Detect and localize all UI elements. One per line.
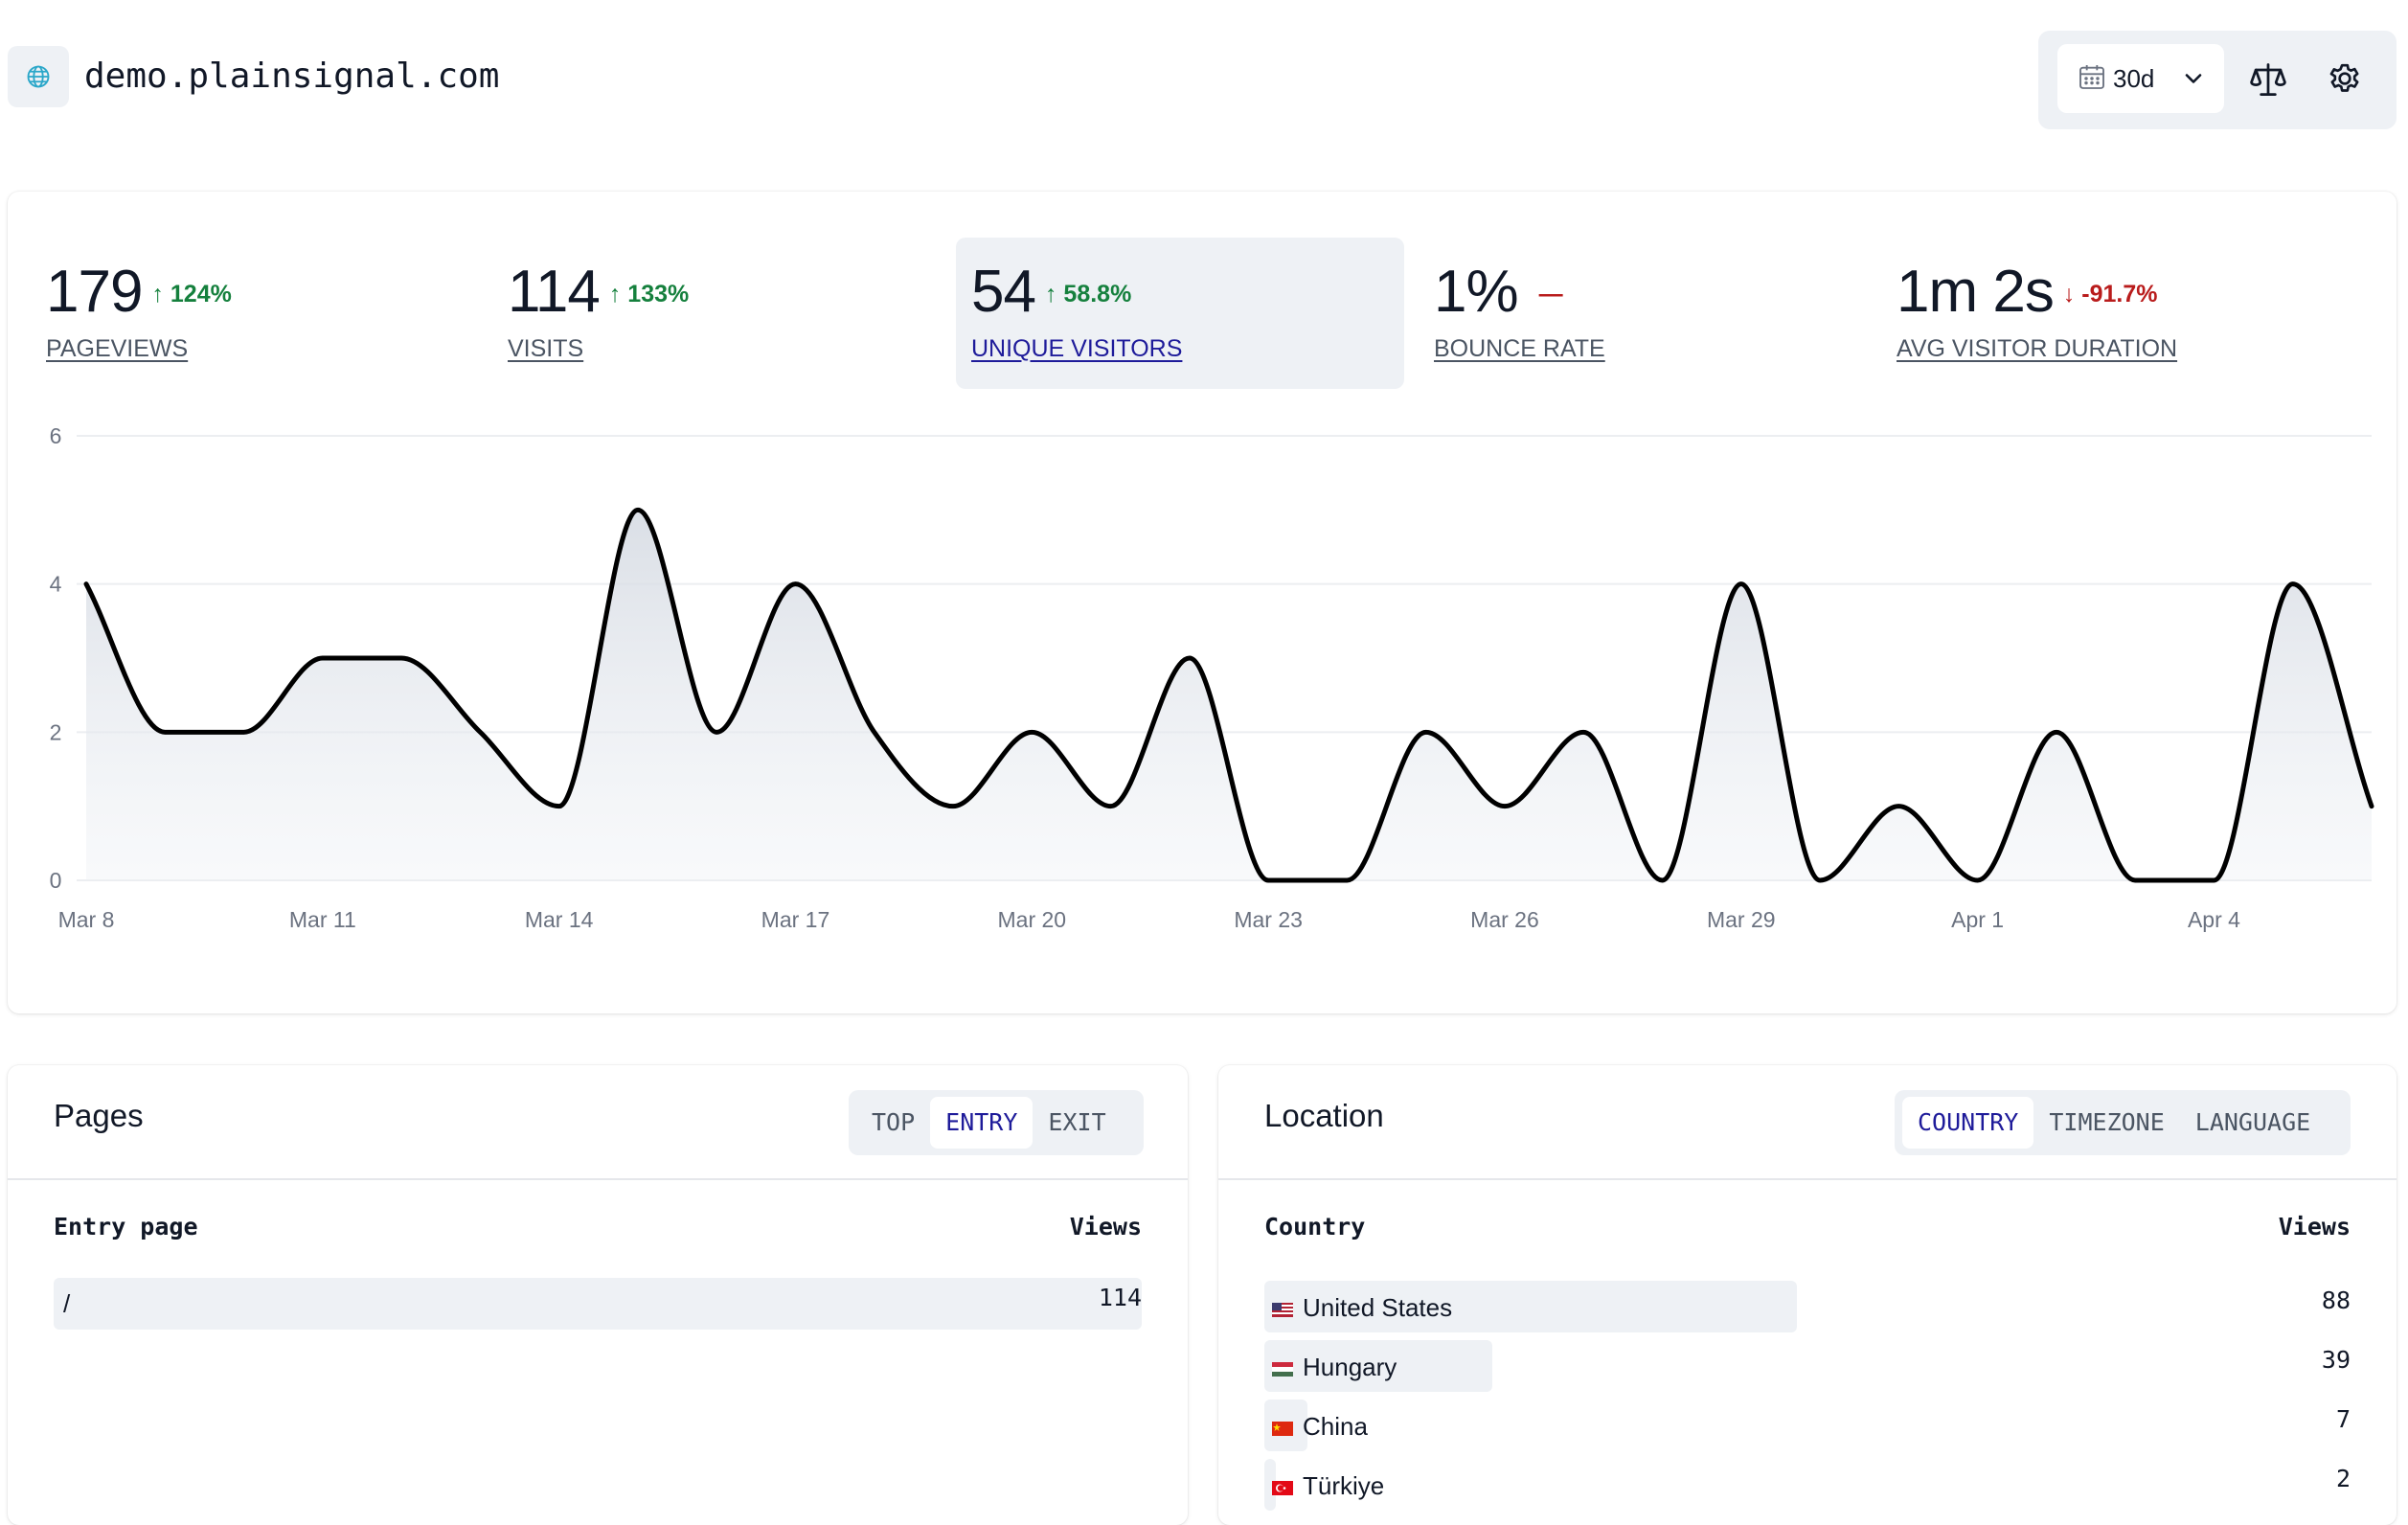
visitors-chart: 0 2 4 6 Mar 8 Mar 11 Mar 14 Mar 17 Mar 20 Mar 23 M… — [8, 421, 2397, 996]
country-label: Türkiye — [1303, 1471, 1384, 1500]
metric-change-value: 124% — [170, 281, 232, 307]
x-tick-label: Mar 29 — [1707, 907, 1776, 932]
views-column-header: Views — [1070, 1213, 1142, 1240]
site-globe-icon — [8, 46, 69, 107]
country-name[interactable]: Hungary — [1272, 1353, 1397, 1382]
gear-icon — [2326, 85, 2364, 102]
metric-change: ↑ 133% — [609, 281, 689, 307]
scale-icon — [2247, 89, 2289, 105]
row-share-bar — [54, 1278, 1142, 1330]
country-label: United States — [1303, 1293, 1452, 1322]
tab-country[interactable]: COUNTRY — [1902, 1097, 2033, 1149]
country-name[interactable]: United States — [1272, 1293, 1452, 1323]
y-tick-label: 0 — [50, 868, 62, 893]
country-label: China — [1303, 1412, 1368, 1441]
tab-language[interactable]: LANGUAGE — [2180, 1097, 2326, 1149]
flag-us-icon — [1272, 1293, 1303, 1322]
series-area — [86, 510, 2372, 880]
metric-value: 179 — [46, 259, 142, 325]
date-range-value: 30d — [2113, 64, 2154, 94]
metric-visits[interactable]: 114 ↑ 133% VISITS — [492, 238, 941, 389]
tab-timezone[interactable]: TIMEZONE — [2033, 1097, 2179, 1149]
x-tick-label: Apr 4 — [2188, 907, 2240, 932]
x-tick-label: Mar 11 — [289, 907, 356, 932]
stats-card: 179 ↑ 124% PAGEVIEWS 114 ↑ 133% VISITS 54 ↑ 58.… — [8, 192, 2397, 1013]
row-views: 114 — [1099, 1284, 1142, 1311]
arrow-up-icon: ↑ — [609, 281, 627, 307]
country-name[interactable]: Türkiye — [1272, 1471, 1384, 1501]
row-views: 2 — [2336, 1465, 2351, 1492]
divider — [1218, 1178, 2397, 1180]
metric-value: 1% — [1434, 259, 1518, 325]
flag-cn-icon — [1272, 1412, 1303, 1441]
tab-entry[interactable]: ENTRY — [930, 1097, 1033, 1149]
metric-value: 54 — [971, 259, 1035, 325]
metric-change-value: -91.7% — [2081, 281, 2157, 307]
metric-unique-visitors[interactable]: 54 ↑ 58.8% UNIQUE VISITORS — [956, 238, 1404, 389]
x-tick-label: Mar 26 — [1470, 907, 1539, 932]
views-column-header: Views — [2279, 1213, 2351, 1240]
metric-change: ↑ 58.8% — [1045, 281, 1131, 307]
x-tick-label: Apr 1 — [1951, 907, 2004, 932]
location-title: Location — [1264, 1098, 1384, 1134]
x-tick-label: Mar 17 — [761, 907, 830, 932]
metric-label[interactable]: BOUNCE RATE — [1434, 335, 1867, 363]
entry-page-column-header: Entry page — [54, 1213, 198, 1240]
compare-button[interactable] — [2247, 59, 2289, 102]
metric-change-value: 133% — [627, 281, 689, 307]
metric-avg-visitor-duration[interactable]: 1m 2s ↓ -91.7% AVG VISITOR DURATION — [1881, 238, 2329, 389]
metric-label[interactable]: PAGEVIEWS — [46, 335, 479, 363]
x-tick-label: Mar 14 — [525, 907, 594, 932]
pages-title: Pages — [54, 1098, 144, 1134]
metric-pageviews[interactable]: 179 ↑ 124% PAGEVIEWS — [31, 238, 479, 389]
metric-change: ↑ 124% — [151, 281, 231, 307]
metric-change: ↓ -91.7% — [2063, 281, 2158, 307]
y-tick-label: 2 — [50, 719, 62, 744]
divider — [8, 1178, 1188, 1180]
metric-label[interactable]: VISITS — [508, 335, 941, 363]
site-domain: demo.plainsignal.com — [84, 54, 499, 100]
flag-tr-icon — [1272, 1471, 1303, 1500]
tab-exit[interactable]: EXIT — [1033, 1097, 1121, 1149]
arrow-up-icon: ↑ — [151, 281, 170, 307]
row-views: 88 — [2322, 1286, 2351, 1314]
metric-value: 1m 2s — [1897, 259, 2054, 325]
tab-top[interactable]: TOP — [856, 1097, 930, 1149]
metric-value: 114 — [508, 259, 600, 325]
y-tick-label: 4 — [50, 572, 62, 597]
metric-label[interactable]: AVG VISITOR DURATION — [1897, 335, 2329, 363]
x-tick-label: Mar 8 — [58, 907, 115, 932]
y-tick-label: 6 — [50, 423, 62, 448]
country-name[interactable]: China — [1272, 1412, 1368, 1442]
calendar-icon — [2077, 61, 2107, 97]
settings-button[interactable] — [2326, 59, 2368, 102]
arrow-up-icon: ↑ — [1045, 281, 1063, 307]
no-change-dash-icon: — — [1539, 281, 1563, 307]
country-label: Hungary — [1303, 1353, 1397, 1381]
country-column-header: Country — [1264, 1213, 1365, 1240]
metric-bounce-rate[interactable]: 1% — BOUNCE RATE — [1419, 238, 1867, 389]
row-views: 39 — [2322, 1346, 2351, 1374]
chevron-down-icon — [2180, 65, 2207, 97]
header-controls: 30d — [2038, 31, 2397, 129]
row-views: 7 — [2336, 1405, 2351, 1433]
arrow-down-icon: ↓ — [2063, 281, 2081, 307]
entry-page-path[interactable]: / — [63, 1289, 70, 1319]
metric-label[interactable]: UNIQUE VISITORS — [971, 335, 1404, 363]
metric-change-value: 58.8% — [1063, 281, 1131, 307]
date-range-select[interactable]: 30d — [2057, 44, 2224, 113]
flag-hu-icon — [1272, 1353, 1303, 1381]
x-tick-label: Mar 20 — [998, 907, 1067, 932]
x-tick-label: Mar 23 — [1234, 907, 1303, 932]
